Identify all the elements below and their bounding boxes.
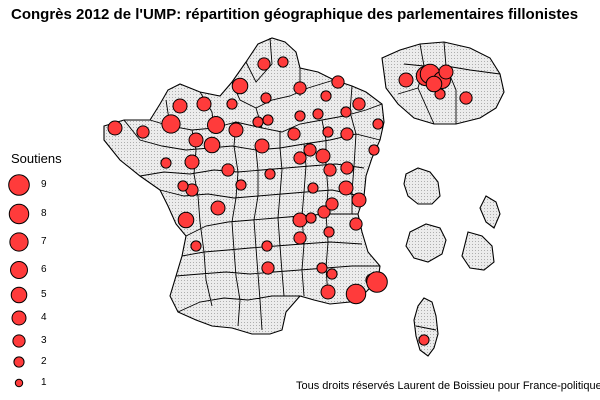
deputy-bubble — [418, 334, 430, 346]
deputy-bubble — [235, 179, 247, 191]
deputy-bubble — [340, 161, 354, 175]
deputy-bubble — [293, 151, 307, 165]
legend-label: 7 — [41, 236, 47, 247]
deputy-bubble — [366, 271, 388, 293]
legend-symbol — [12, 334, 26, 348]
legend-symbol — [13, 356, 25, 368]
legend-symbol — [8, 203, 30, 225]
legend-symbol — [11, 310, 27, 326]
legend-symbols — [8, 174, 30, 388]
deputy-bubble — [177, 211, 195, 229]
deputy-bubble — [323, 163, 337, 177]
legend-title: Soutiens — [11, 151, 62, 166]
deputy-bubble — [196, 96, 212, 112]
legend-label: 9 — [41, 179, 47, 190]
deputy-bubble — [221, 163, 235, 177]
deputy-bubble — [264, 168, 276, 180]
deputy-bubble — [172, 98, 188, 114]
deputy-bubble — [136, 125, 150, 139]
legend-label: 3 — [41, 335, 47, 346]
legend-label: 5 — [41, 289, 47, 300]
deputy-bubble — [340, 127, 354, 141]
deputy-bubble — [228, 122, 244, 138]
deputy-bubble — [210, 200, 226, 216]
deputy-bubble — [161, 114, 181, 134]
deputy-bubble — [323, 226, 335, 238]
deputy-bubble — [188, 132, 204, 148]
deputy-bubble — [257, 57, 271, 71]
legend-symbol — [14, 378, 24, 388]
deputy-bubble — [177, 180, 189, 192]
deputy-bubble — [438, 64, 454, 80]
deputy-bubble — [292, 212, 308, 228]
deputy-bubble — [287, 127, 301, 141]
legend-symbol — [10, 286, 28, 304]
deputy-bubble — [372, 118, 384, 130]
bubble-layer — [107, 56, 473, 346]
deputy-bubble — [207, 116, 225, 134]
legend-symbol — [9, 232, 29, 252]
deputy-bubble — [340, 106, 352, 118]
legend-symbol — [10, 261, 28, 279]
deputy-bubble — [277, 56, 289, 68]
overseas-guyane — [461, 231, 495, 271]
deputy-bubble — [190, 240, 202, 252]
overseas-guadeloupe — [403, 167, 441, 205]
legend-label: 4 — [41, 312, 47, 323]
deputy-bubble — [160, 157, 172, 169]
deputy-bubble — [345, 283, 367, 305]
legend-label: 1 — [41, 377, 47, 388]
deputy-bubble — [293, 81, 307, 95]
map-title: Congrès 2012 de l'UMP: répartition géogr… — [11, 6, 579, 23]
deputy-bubble — [325, 197, 339, 211]
deputy-bubble — [226, 98, 238, 110]
deputy-bubble — [322, 126, 334, 138]
deputy-bubble — [320, 90, 332, 102]
deputy-bubble — [261, 261, 275, 275]
deputy-bubble — [351, 192, 367, 208]
credit-text: Tous droits réservés Laurent de Boissieu… — [296, 380, 600, 392]
deputy-bubble — [262, 114, 274, 126]
deputy-bubble — [312, 108, 324, 120]
legend-symbol — [8, 174, 30, 196]
deputy-bubble — [326, 268, 338, 280]
deputy-bubble — [317, 205, 331, 219]
legend-label: 8 — [41, 208, 47, 219]
deputy-bubble — [425, 75, 443, 93]
deputy-bubble — [107, 120, 123, 136]
deputy-bubble — [303, 143, 317, 157]
deputy-bubble — [307, 182, 319, 194]
deputy-bubble — [294, 110, 306, 122]
deputy-bubble — [252, 116, 264, 128]
legend-label: 2 — [41, 356, 47, 367]
deputy-bubble — [260, 92, 272, 104]
deputy-bubble — [293, 231, 307, 245]
deputy-bubble — [338, 180, 354, 196]
deputy-bubble — [254, 138, 270, 154]
deputy-bubble — [261, 240, 273, 252]
deputy-bubble — [331, 75, 345, 89]
overseas-reunion — [405, 223, 447, 263]
deputy-bubble — [203, 136, 221, 154]
deputy-bubble — [398, 72, 414, 88]
corsica — [413, 297, 439, 357]
deputy-bubble — [349, 217, 363, 231]
deputy-bubble — [320, 284, 336, 300]
overseas-martinique — [479, 195, 501, 229]
legend-label: 6 — [41, 264, 47, 275]
deputy-bubble — [184, 154, 200, 170]
deputy-bubble — [459, 91, 473, 105]
deputy-bubble — [315, 148, 331, 164]
deputy-bubble — [231, 77, 249, 95]
deputy-bubble — [316, 262, 328, 274]
deputy-bubble — [368, 144, 380, 156]
deputy-bubble — [352, 97, 366, 111]
deputy-bubble — [305, 212, 317, 224]
